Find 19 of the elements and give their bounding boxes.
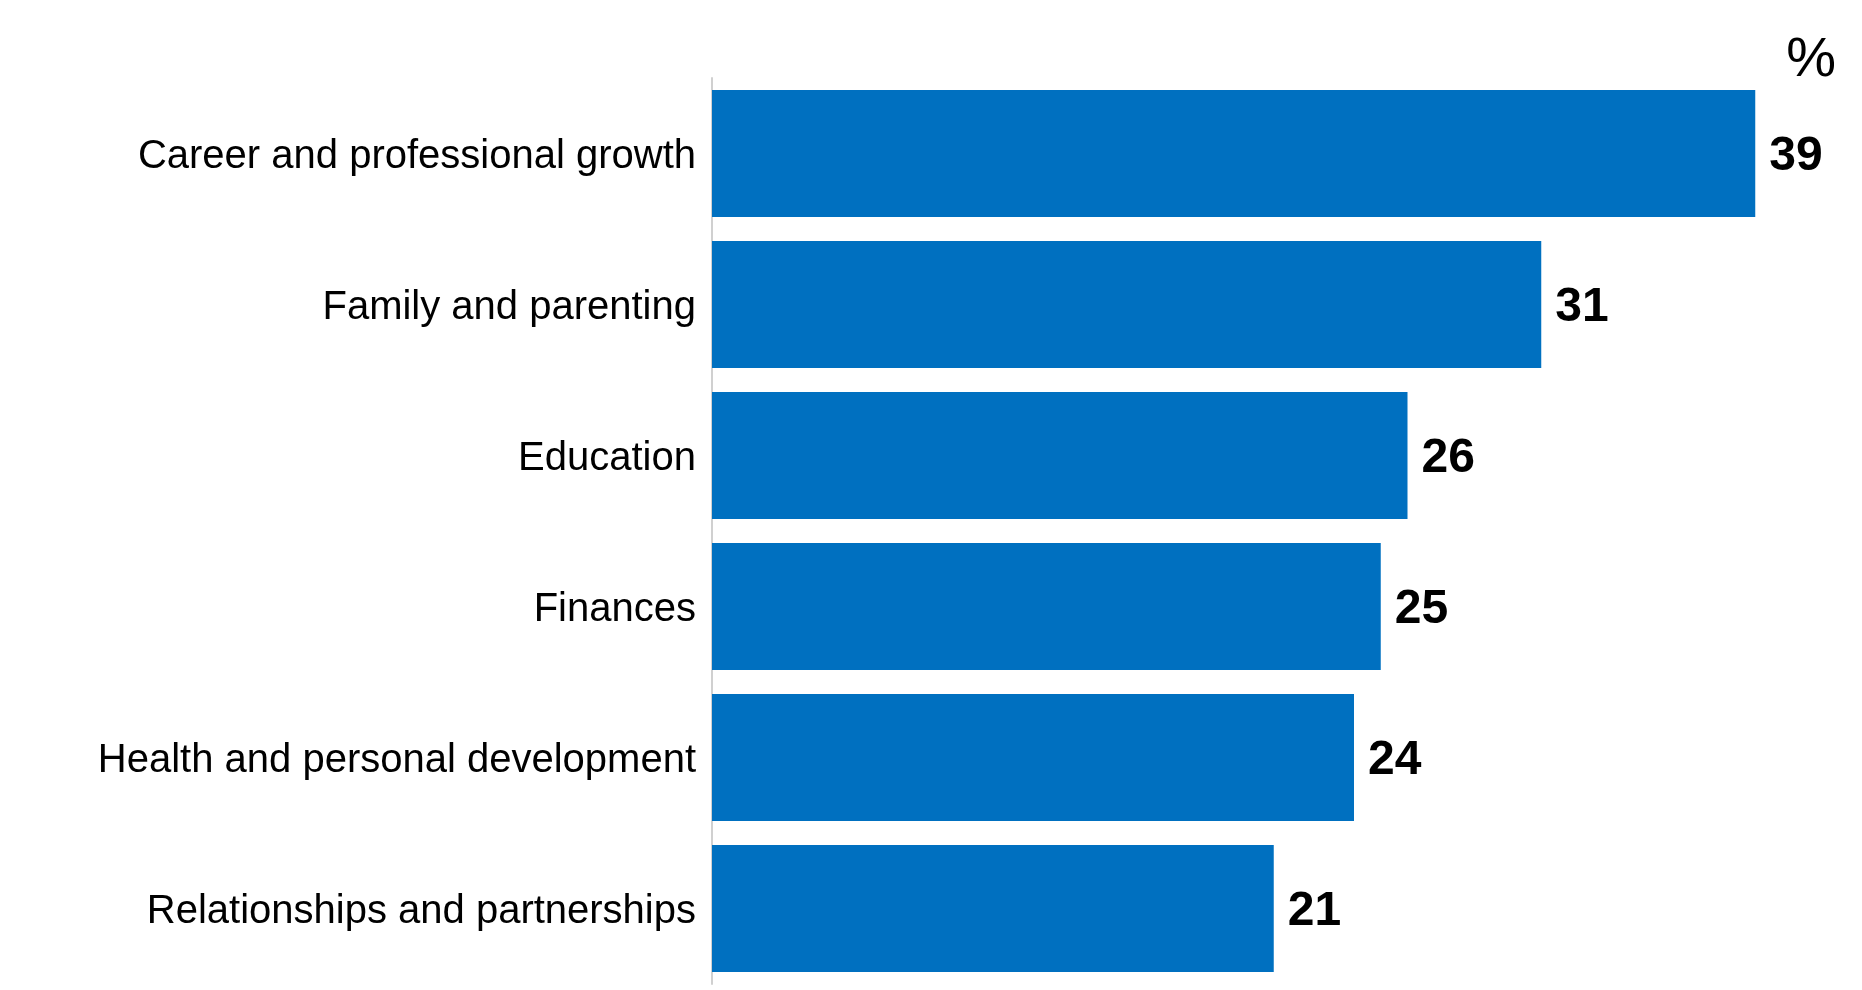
data-label: 24 [1368, 731, 1422, 784]
y-tick-label: Finances [533, 584, 696, 629]
y-tick-label: Family and parenting [322, 282, 696, 327]
y-tick-label: Education [518, 433, 696, 478]
bar [712, 241, 1542, 368]
bar [712, 694, 1354, 821]
data-label: 31 [1555, 278, 1609, 331]
data-label: 21 [1287, 882, 1342, 935]
data-label: 25 [1394, 580, 1449, 633]
bar [712, 392, 1408, 519]
y-tick-label: Health and personal development [97, 735, 696, 780]
data-label: 39 [1769, 127, 1823, 180]
bar [712, 90, 1756, 217]
data-label: 26 [1421, 429, 1475, 482]
y-tick-label: Career and professional growth [137, 131, 696, 176]
text: % [1786, 24, 1836, 88]
bar [712, 543, 1381, 670]
y-tick-label: Relationships and partnerships [146, 886, 696, 931]
bar [712, 845, 1274, 972]
